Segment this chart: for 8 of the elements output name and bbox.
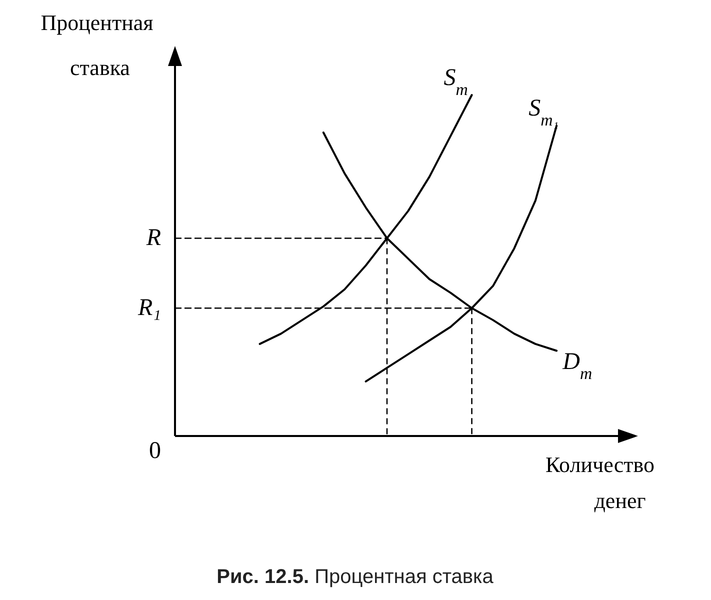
text: 0	[149, 438, 161, 464]
x-axis-title: Количество денег	[545, 452, 655, 513]
series-label: S$_{m}$	[444, 65, 468, 98]
series-label: R₁	[136, 295, 161, 322]
y-axis-title: Процентная ставка	[40, 10, 154, 80]
series-label: R	[145, 225, 162, 252]
series-label: D$_{m}$	[562, 348, 592, 382]
text: Рис. 12.5. Процентная ставка	[216, 566, 494, 588]
